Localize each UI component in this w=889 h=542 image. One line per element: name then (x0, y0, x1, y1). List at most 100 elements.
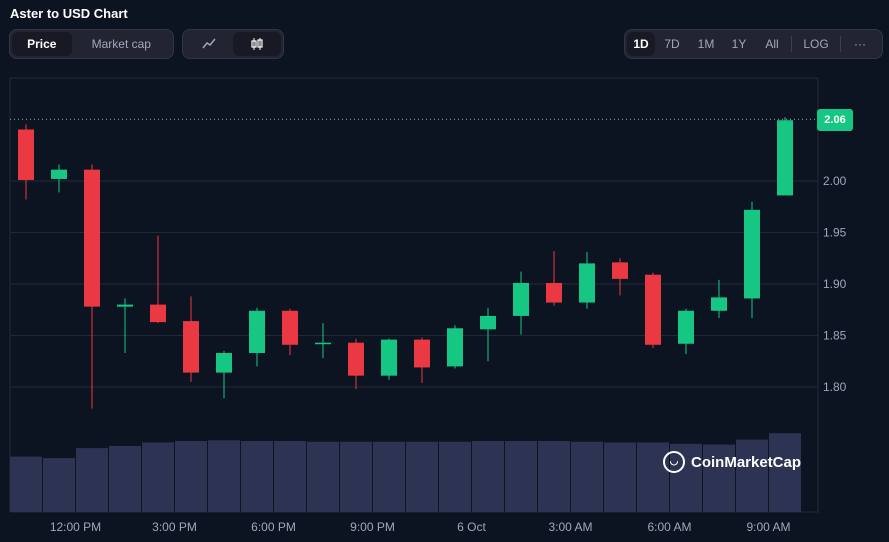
x-tick-label: 3:00 AM (548, 520, 592, 534)
time-range-selector: 1D 7D 1M 1Y All LOG ··· (624, 29, 883, 59)
candle-body (711, 297, 727, 311)
x-tick-label: 12:00 PM (50, 520, 101, 534)
candles (18, 117, 793, 409)
candle (546, 251, 562, 306)
more-divider (840, 36, 841, 52)
candle-body (777, 120, 793, 196)
candle (678, 308, 694, 355)
candle (249, 307, 265, 367)
candle (18, 124, 34, 200)
market-cap-button[interactable]: Market cap (91, 37, 151, 51)
candle (348, 338, 364, 390)
candle-body (546, 282, 562, 303)
y-tick-label: 2.00 (823, 174, 847, 188)
log-scale-button[interactable]: LOG (803, 37, 829, 51)
volume-bar (736, 439, 768, 512)
candle-body (18, 129, 34, 180)
candle (414, 337, 430, 383)
candle-body (678, 310, 694, 344)
volume-bar (142, 442, 174, 512)
chart-gridlines (9, 77, 819, 513)
candle-body (381, 339, 397, 376)
x-tick-label: 9:00 PM (350, 520, 395, 534)
candle-body (216, 353, 232, 373)
candle-body (480, 315, 496, 330)
range-1m-button[interactable]: 1M (697, 37, 715, 51)
volume-bar (307, 441, 339, 512)
candle (645, 272, 661, 348)
volume-bar (538, 441, 570, 512)
candle-body (282, 310, 298, 345)
candle (480, 307, 496, 362)
candle (282, 308, 298, 356)
candle (315, 323, 331, 359)
candle (150, 235, 166, 324)
more-options-button[interactable]: ··· (854, 37, 866, 51)
candle-body (249, 310, 265, 354)
volume-bar (175, 441, 207, 512)
candle (51, 164, 67, 193)
x-tick-label: 9:00 AM (746, 520, 790, 534)
range-1d-button[interactable]: 1D (627, 32, 655, 56)
candle (381, 338, 397, 380)
volume-bar (373, 441, 405, 512)
candle-body (645, 274, 661, 345)
candle (579, 252, 595, 309)
candle (447, 325, 463, 369)
volume-bar (10, 456, 42, 512)
candle-body (612, 262, 628, 279)
volume-bar (505, 441, 537, 512)
candle (216, 350, 232, 399)
candle (117, 298, 133, 354)
range-all-button[interactable]: All (765, 37, 779, 51)
watermark-text: CoinMarketCap (691, 453, 802, 471)
candlestick-button[interactable] (233, 32, 281, 56)
y-tick-label: 1.80 (823, 380, 847, 394)
x-tick-label: 6:00 AM (647, 520, 691, 534)
candle-body (513, 282, 529, 316)
volume-bar (208, 440, 240, 512)
candle-body (348, 342, 364, 376)
volume-bar (340, 441, 372, 512)
x-tick-label: 6:00 PM (251, 520, 296, 534)
candle-body (414, 339, 430, 368)
y-tick-label: 1.90 (823, 277, 847, 291)
volume-bar (274, 441, 306, 512)
price-marketcap-toggle: Price Market cap (9, 29, 174, 59)
candle-body (117, 304, 133, 307)
volume-bar (406, 441, 438, 512)
current-price-tag: 2.06 (817, 109, 853, 131)
y-tick-label: 1.85 (823, 329, 847, 343)
volume-bar (76, 448, 108, 512)
price-button[interactable]: Price (12, 32, 72, 56)
range-1y-button[interactable]: 1Y (731, 37, 747, 51)
volume-bars (10, 433, 801, 512)
line-chart-button[interactable] (185, 32, 233, 56)
candle-body (744, 209, 760, 299)
candle (513, 271, 529, 335)
candle (711, 279, 727, 318)
volume-bar (241, 441, 273, 512)
candle-body (84, 169, 100, 307)
coinmarketcap-logo-icon: ◡ (663, 451, 685, 473)
candle (744, 201, 760, 318)
x-tick-label: 6 Oct (457, 520, 486, 534)
y-axis-labels: 1.80 1.85 1.90 1.95 2.00 (823, 174, 847, 394)
candle-body (579, 263, 595, 303)
candle-body (51, 169, 67, 179)
candle-body (447, 328, 463, 367)
candle (84, 164, 100, 409)
candle-body (183, 321, 199, 373)
candle (612, 258, 628, 296)
volume-bar (43, 458, 75, 512)
volume-bar (439, 441, 471, 512)
candle-body (150, 304, 166, 323)
candlestick-icon (251, 38, 263, 50)
range-7d-button[interactable]: 7D (664, 37, 680, 51)
x-tick-label: 3:00 PM (152, 520, 197, 534)
volume-bar (109, 445, 141, 512)
chart-type-toggle (182, 29, 284, 59)
chart-title: Aster to USD Chart (10, 6, 128, 21)
volume-bar (769, 433, 801, 512)
